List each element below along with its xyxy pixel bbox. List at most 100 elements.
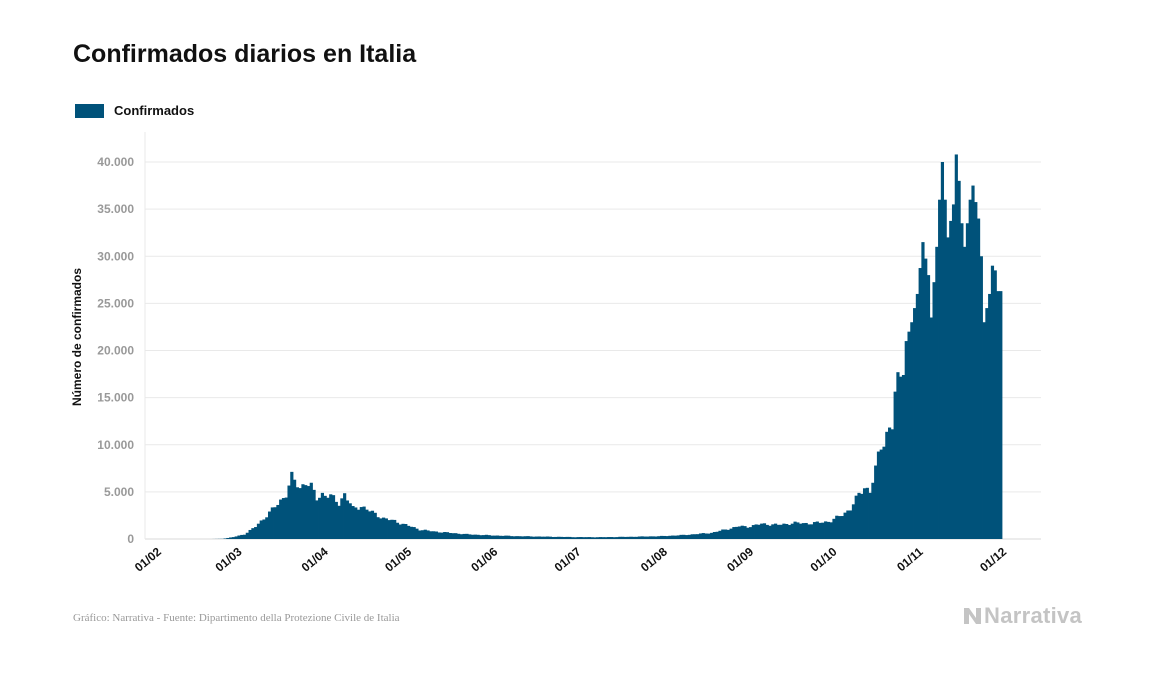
bar bbox=[885, 431, 889, 539]
bar bbox=[276, 504, 280, 539]
bar bbox=[462, 533, 466, 539]
brand-logo: Narrativa bbox=[962, 603, 1082, 629]
bar bbox=[234, 536, 238, 539]
bar bbox=[529, 536, 533, 539]
bar bbox=[932, 282, 936, 539]
bar bbox=[913, 308, 917, 539]
bar bbox=[768, 525, 772, 539]
source-note: Gráfico: Narrativa - Fuente: Dipartiment… bbox=[73, 612, 400, 624]
bar bbox=[815, 521, 819, 539]
bar bbox=[629, 536, 633, 539]
bar bbox=[507, 535, 511, 539]
bar bbox=[376, 517, 380, 539]
bar bbox=[287, 485, 291, 539]
bar bbox=[782, 523, 786, 539]
bar bbox=[412, 527, 416, 539]
bar bbox=[990, 265, 995, 539]
bar bbox=[573, 537, 578, 539]
bar bbox=[626, 536, 630, 539]
bar bbox=[434, 531, 438, 539]
bar bbox=[231, 537, 236, 539]
bar bbox=[554, 536, 558, 539]
bar bbox=[501, 535, 505, 539]
legend-label: Confirmados bbox=[114, 103, 195, 118]
bar bbox=[334, 501, 338, 539]
x-tick-label: 01/05 bbox=[382, 544, 414, 574]
bar bbox=[526, 536, 530, 539]
bar bbox=[301, 484, 305, 539]
bar bbox=[557, 536, 561, 539]
bar bbox=[849, 510, 853, 539]
bar bbox=[615, 537, 619, 539]
bar bbox=[518, 536, 522, 539]
bar bbox=[418, 530, 422, 539]
bar bbox=[876, 451, 881, 539]
bar bbox=[409, 526, 413, 539]
bar bbox=[771, 524, 775, 539]
bar bbox=[468, 534, 472, 539]
bar bbox=[862, 488, 867, 539]
bar bbox=[495, 535, 500, 539]
bar bbox=[732, 527, 736, 539]
bar bbox=[818, 522, 822, 539]
bar bbox=[796, 522, 800, 539]
bar bbox=[935, 246, 939, 539]
bar bbox=[290, 471, 294, 539]
bar bbox=[459, 534, 464, 539]
x-tick-label: 01/03 bbox=[213, 544, 245, 574]
y-tick-label: 10.000 bbox=[97, 438, 134, 452]
bar bbox=[340, 498, 344, 539]
bar bbox=[223, 538, 227, 539]
bar bbox=[479, 535, 483, 539]
bar bbox=[785, 524, 789, 539]
bar bbox=[493, 535, 497, 539]
bar bbox=[515, 536, 519, 539]
bar bbox=[482, 535, 486, 539]
bar bbox=[532, 536, 536, 539]
bar bbox=[590, 537, 594, 539]
bar bbox=[949, 220, 953, 539]
bar bbox=[387, 520, 391, 539]
bar bbox=[851, 504, 856, 539]
bar bbox=[871, 482, 875, 539]
bar bbox=[404, 524, 408, 539]
bar bbox=[718, 530, 722, 539]
bar bbox=[401, 523, 405, 539]
bar bbox=[690, 534, 694, 539]
bar bbox=[707, 533, 711, 539]
bar bbox=[632, 536, 636, 539]
bar bbox=[676, 535, 680, 539]
bar bbox=[888, 427, 892, 539]
bar bbox=[540, 536, 544, 539]
bar bbox=[273, 507, 277, 539]
bar bbox=[679, 534, 683, 539]
bar bbox=[587, 537, 591, 539]
bar bbox=[426, 530, 430, 539]
x-tick-label: 01/06 bbox=[468, 544, 500, 574]
bar bbox=[373, 512, 377, 539]
narrativa-logo-icon bbox=[964, 608, 981, 624]
bar bbox=[504, 535, 508, 539]
bar bbox=[443, 532, 447, 539]
bar bbox=[559, 536, 564, 539]
bar bbox=[568, 536, 572, 539]
bar bbox=[804, 522, 808, 539]
bar bbox=[860, 493, 864, 539]
bar bbox=[776, 524, 780, 539]
bar bbox=[415, 528, 419, 539]
bar bbox=[473, 534, 477, 539]
bar bbox=[337, 505, 341, 539]
bar bbox=[262, 519, 266, 539]
bar bbox=[940, 162, 945, 539]
bar bbox=[954, 154, 958, 539]
bar bbox=[451, 533, 455, 539]
bar bbox=[943, 199, 947, 539]
x-tick-label: 01/12 bbox=[977, 544, 1009, 574]
bar bbox=[523, 536, 527, 539]
bar bbox=[598, 537, 603, 539]
bar bbox=[579, 537, 583, 539]
bar bbox=[512, 536, 516, 539]
bar bbox=[607, 537, 611, 539]
bar bbox=[646, 536, 650, 539]
bar bbox=[440, 532, 444, 539]
